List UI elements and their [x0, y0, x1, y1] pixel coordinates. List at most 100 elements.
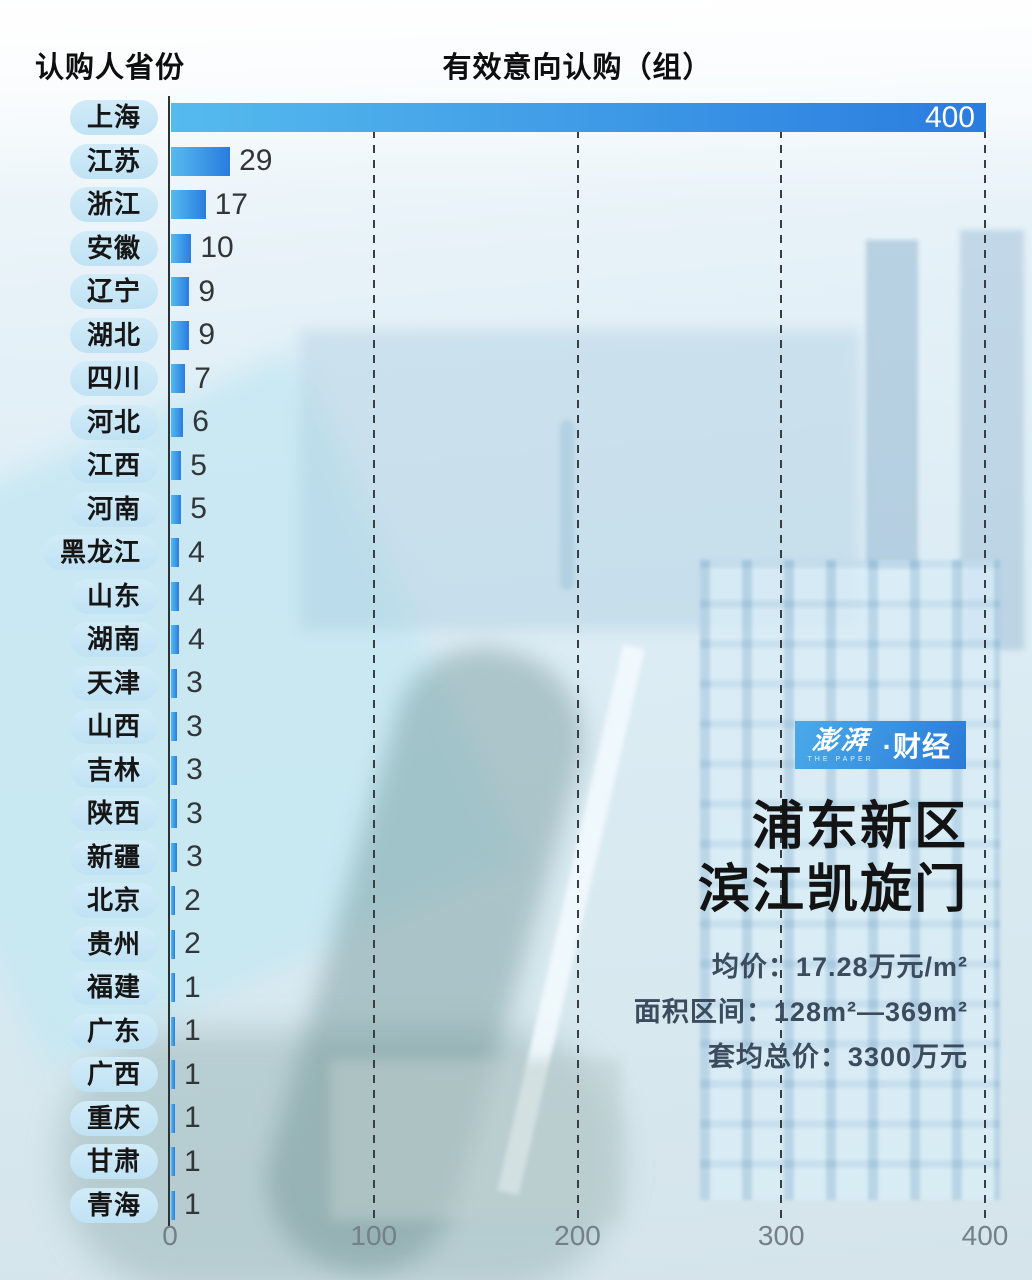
chart-row: 浙江 17 — [0, 183, 1032, 227]
province-pill: 湖南 — [69, 622, 158, 658]
province-pill: 北京 — [69, 883, 158, 919]
chart-row: 重庆 1 — [0, 1097, 1032, 1141]
province-pill: 安徽 — [69, 230, 158, 266]
chart-row: 山东 4 — [0, 575, 1032, 619]
chart-row: 河北 6 — [0, 401, 1032, 445]
x-tick-label: 100 — [350, 1220, 398, 1251]
stat-average-total: 套均总价：3300万元 — [707, 1042, 968, 1072]
value-label: 6 — [192, 405, 209, 439]
chart-row: 江苏 29 — [0, 140, 1032, 184]
project-district-title: 浦东新区 — [751, 798, 968, 856]
value-label: 9 — [198, 274, 216, 308]
province-pill: 广东 — [69, 1013, 158, 1049]
logo-brand-subtext: THE PAPER — [807, 755, 874, 763]
bar — [171, 929, 176, 959]
bar — [171, 364, 186, 394]
chart-row: 江西 5 — [0, 444, 1032, 488]
bar — [171, 1103, 175, 1133]
value-label: 3 — [186, 666, 203, 700]
bar — [171, 538, 180, 568]
value-label: 10 — [200, 231, 234, 265]
project-name-title: 滨江凯旋门 — [697, 861, 968, 919]
stat-average-price: 均价：17.28万元/m² — [711, 952, 968, 982]
logo-brand-text: 澎湃 — [810, 725, 871, 756]
bar — [171, 755, 178, 785]
province-pill: 江苏 — [69, 143, 158, 179]
chart-row: 河南 5 — [0, 488, 1032, 532]
bar — [171, 842, 178, 872]
chart-row: 四川 7 — [0, 357, 1032, 401]
province-pill: 山东 — [69, 578, 158, 614]
bar — [171, 1016, 175, 1046]
value-label: 3 — [186, 709, 203, 743]
value-label: 1 — [184, 1144, 201, 1178]
bar — [171, 886, 176, 916]
bar — [171, 407, 184, 437]
value-label: 4 — [188, 622, 205, 656]
bar — [171, 146, 231, 176]
bar — [171, 799, 178, 829]
x-tick-label: 300 — [757, 1220, 805, 1251]
bar — [171, 190, 206, 220]
bar — [171, 277, 190, 307]
chart-row: 安徽 10 — [0, 227, 1032, 271]
chart-row: 湖北 9 — [0, 314, 1032, 358]
province-pill: 河北 — [69, 404, 158, 440]
info-panel: 澎湃 THE PAPER ·财经 浦东新区 滨江凯旋门 均价：17.28万元/m… — [634, 721, 968, 1080]
logo-suffix-text: ·财经 — [882, 731, 951, 762]
chart-row: 甘肃 1 — [0, 1140, 1032, 1184]
province-pill: 新疆 — [69, 839, 158, 875]
bar — [171, 1190, 175, 1220]
value-label: 2 — [184, 883, 201, 917]
chart-row: 黑龙江 4 — [0, 531, 1032, 575]
x-axis-title: 有效意向认购（组） — [442, 52, 713, 84]
province-pill: 辽宁 — [69, 274, 158, 310]
province-pill: 天津 — [69, 665, 158, 701]
province-pill: 江西 — [69, 448, 158, 484]
province-pill: 甘肃 — [69, 1144, 158, 1180]
chart-row: 青海 1 — [0, 1184, 1032, 1228]
value-label: 7 — [194, 361, 211, 395]
value-label: 3 — [186, 796, 203, 830]
province-pill: 青海 — [69, 1187, 158, 1223]
value-label: 1 — [184, 1101, 201, 1135]
bar — [171, 668, 178, 698]
value-label: 3 — [186, 753, 203, 787]
bar — [171, 320, 190, 350]
bar — [171, 712, 178, 742]
y-axis-title: 认购人省份 — [35, 52, 186, 84]
value-label: 5 — [190, 448, 207, 482]
province-pill: 四川 — [69, 361, 158, 397]
chart-row: 湖南 4 — [0, 618, 1032, 662]
value-label: 1 — [184, 1014, 201, 1048]
logo-brand-stack: 澎湃 THE PAPER — [807, 725, 874, 763]
province-pill: 河南 — [69, 491, 158, 527]
bar — [171, 233, 192, 263]
value-label: 3 — [186, 840, 203, 874]
value-label: 2 — [184, 927, 201, 961]
chart-row: 辽宁 9 — [0, 270, 1032, 314]
province-pill: 福建 — [69, 970, 158, 1006]
project-stats: 均价：17.28万元/m² 面积区间：128m²—369m² 套均总价：3300… — [634, 945, 968, 1080]
thepaper-finance-logo: 澎湃 THE PAPER ·财经 — [794, 721, 966, 769]
value-label: 1 — [184, 1188, 201, 1222]
bar — [171, 1147, 175, 1177]
province-pill: 浙江 — [69, 187, 158, 223]
province-pill: 陕西 — [69, 796, 158, 832]
province-pill: 贵州 — [69, 926, 158, 962]
x-axis-ticks: 0 100 200 300 400 — [0, 1220, 1032, 1254]
province-pill: 山西 — [69, 709, 158, 745]
value-label: 9 — [198, 318, 216, 352]
value-label: 29 — [239, 144, 273, 178]
province-pill: 吉林 — [69, 752, 158, 788]
bar — [171, 581, 180, 611]
value-label: 17 — [214, 187, 248, 221]
x-tick-label: 0 — [162, 1220, 178, 1251]
value-label: 5 — [190, 492, 207, 526]
bar — [171, 973, 175, 1003]
bar — [171, 625, 180, 655]
x-tick-label: 200 — [554, 1220, 601, 1251]
bar — [171, 451, 182, 481]
province-pill: 湖北 — [69, 317, 158, 353]
chart-row: 上海 400 — [0, 96, 1032, 140]
